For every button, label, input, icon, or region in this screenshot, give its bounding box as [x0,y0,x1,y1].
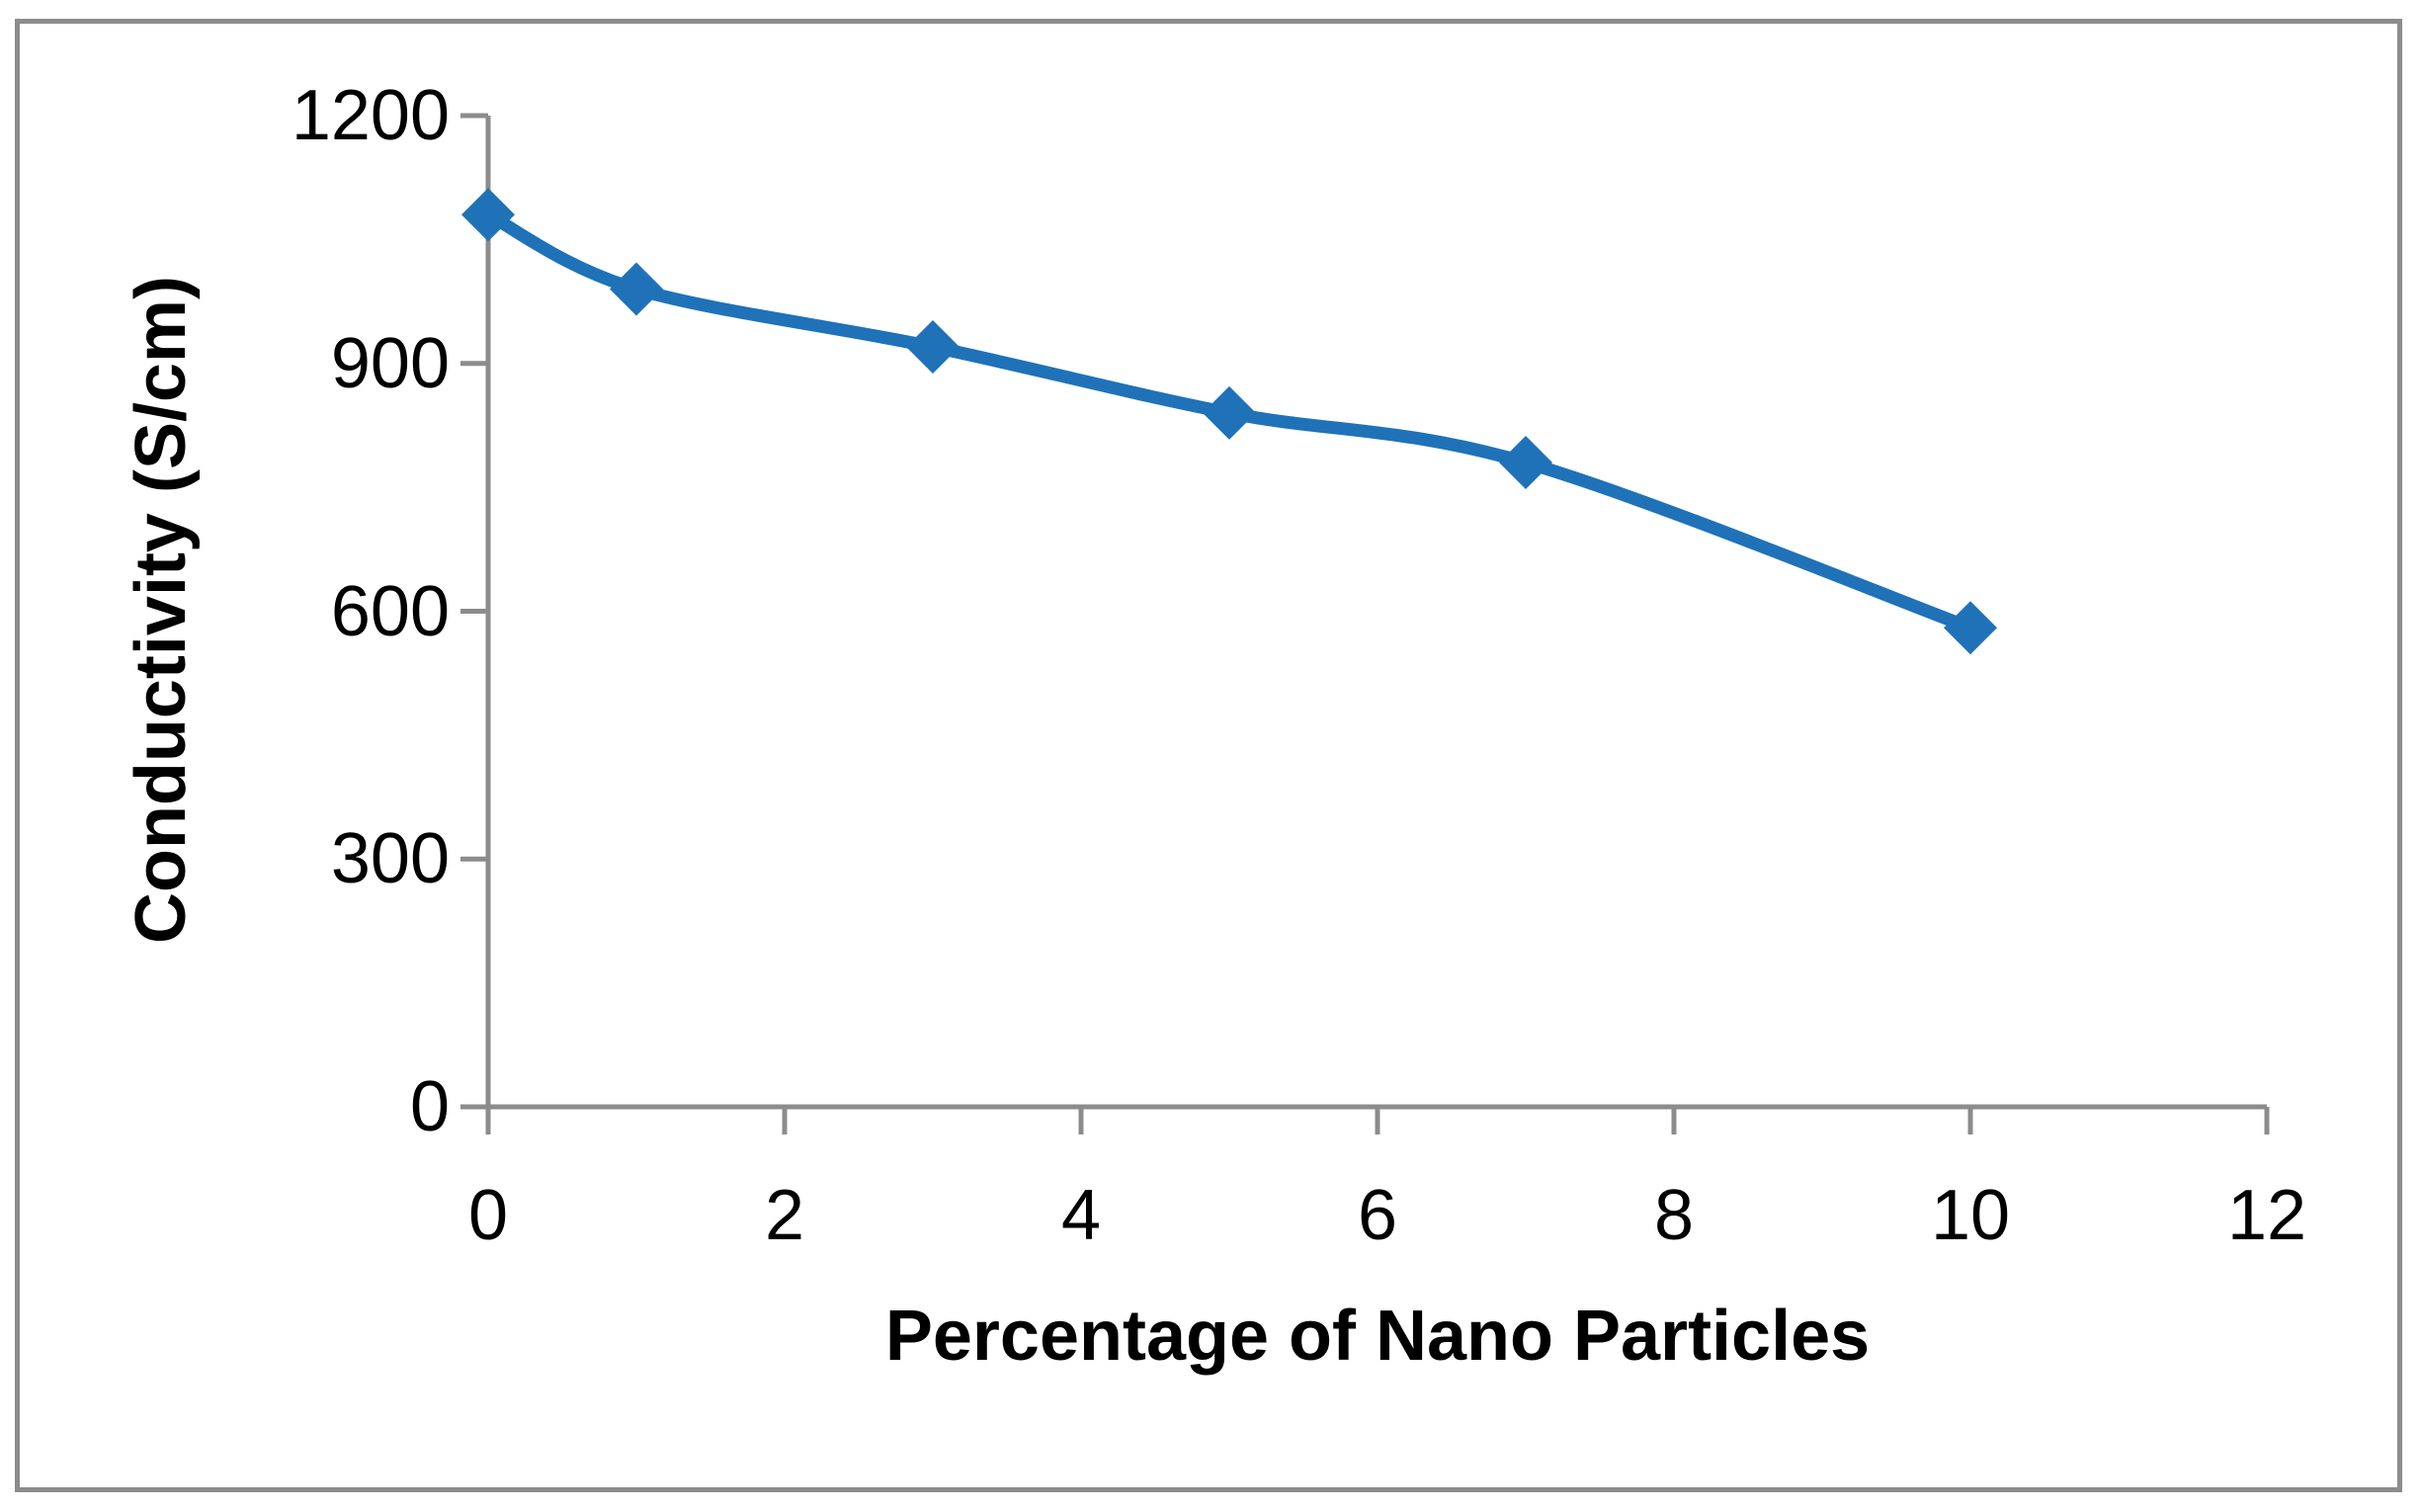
y-axis-title: Conductivity (S/cm) [122,275,201,945]
x-tick-label: 10 [1930,1176,2011,1255]
data-point-marker [610,262,663,316]
x-tick-label: 0 [467,1176,509,1255]
chart-outer-border [15,19,2402,1492]
x-tick-label: 8 [1653,1176,1695,1255]
data-point-marker [461,188,515,242]
x-axis-title: Percentage of Nano Particles [884,1297,1871,1376]
x-tick-label: 2 [764,1176,805,1255]
x-tick-label: 6 [1357,1176,1398,1255]
data-point-marker [1944,601,1997,655]
data-point-marker [1499,436,1552,490]
y-tick-label: 1200 [291,76,450,155]
data-point-marker [1203,385,1256,440]
y-tick-label: 300 [330,819,450,899]
x-tick-label: 12 [2226,1176,2307,1255]
x-tick-label: 4 [1060,1176,1102,1255]
y-tick-label: 600 [330,571,450,651]
y-tick-label: 900 [330,323,450,403]
data-point-marker [906,320,960,375]
y-tick-label: 0 [409,1067,450,1146]
